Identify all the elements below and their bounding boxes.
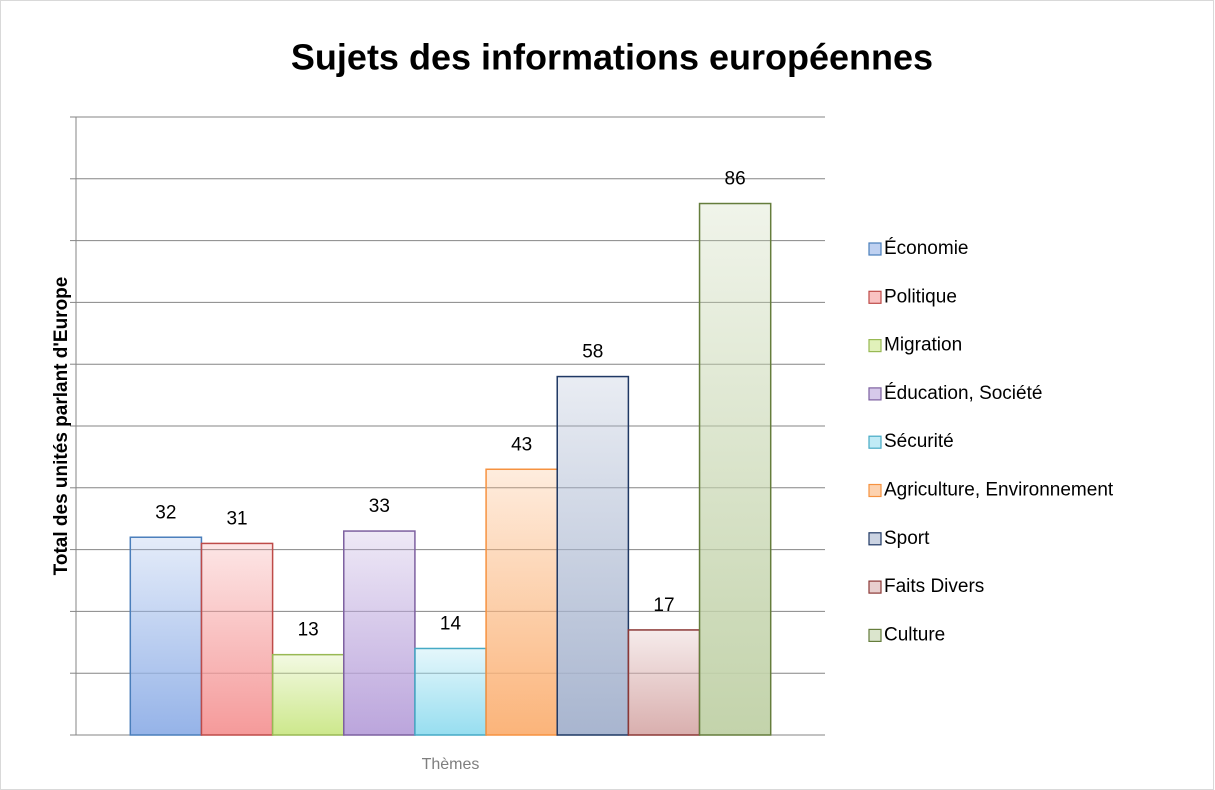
chart-title: Sujets des informations européennes (291, 37, 933, 78)
bar (271, 653, 345, 736)
legend-label: Économie (884, 238, 969, 259)
legend-swatch (868, 290, 882, 304)
data-label: 33 (369, 496, 390, 517)
data-label: 31 (226, 508, 247, 529)
legend-swatch (868, 580, 882, 594)
data-label: 17 (653, 595, 674, 616)
y-axis-label: Total des unités parlant d'Europe (51, 277, 72, 576)
legend-label: Agriculture, Environnement (884, 480, 1114, 501)
legend-swatch (868, 628, 882, 643)
bar (343, 530, 416, 736)
bar (129, 536, 203, 736)
legend-swatch (868, 532, 882, 546)
data-label: 86 (725, 169, 746, 190)
legend-swatch (868, 483, 882, 498)
legend-label: Éducation, Société (884, 383, 1042, 404)
data-label: 32 (155, 502, 176, 523)
legend-swatch (868, 242, 882, 256)
legend-label: Culture (884, 624, 945, 645)
legend-swatch (868, 387, 882, 401)
legend-swatch (868, 339, 882, 353)
bar (698, 202, 772, 736)
legend-label: Politique (884, 286, 957, 307)
x-tick-label: Thèmes (422, 756, 480, 773)
data-label: 14 (440, 613, 462, 634)
bar (627, 629, 701, 736)
legend-swatch (868, 435, 882, 449)
bar (485, 468, 558, 736)
legend-label: Faits Divers (884, 576, 984, 597)
bar (200, 542, 274, 736)
legend-label: Sport (884, 528, 930, 549)
bar (556, 375, 630, 736)
bar (414, 647, 487, 736)
data-label: 43 (511, 434, 532, 455)
legend-label: Sécurité (884, 431, 954, 452)
data-label: 13 (298, 620, 319, 641)
legend-label: Migration (884, 335, 962, 356)
data-label: 58 (582, 342, 603, 363)
